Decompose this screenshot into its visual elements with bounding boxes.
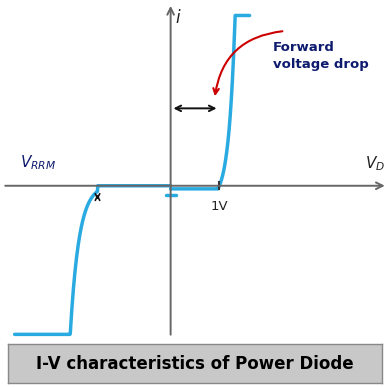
Text: $V_{RRM}$: $V_{RRM}$ — [20, 153, 56, 172]
Text: Forward
voltage drop: Forward voltage drop — [273, 41, 369, 71]
Text: i: i — [176, 9, 180, 27]
Text: I-V characteristics of Power Diode: I-V characteristics of Power Diode — [36, 355, 354, 373]
Text: 1V: 1V — [211, 200, 228, 213]
Text: $V_D$: $V_D$ — [365, 155, 385, 173]
